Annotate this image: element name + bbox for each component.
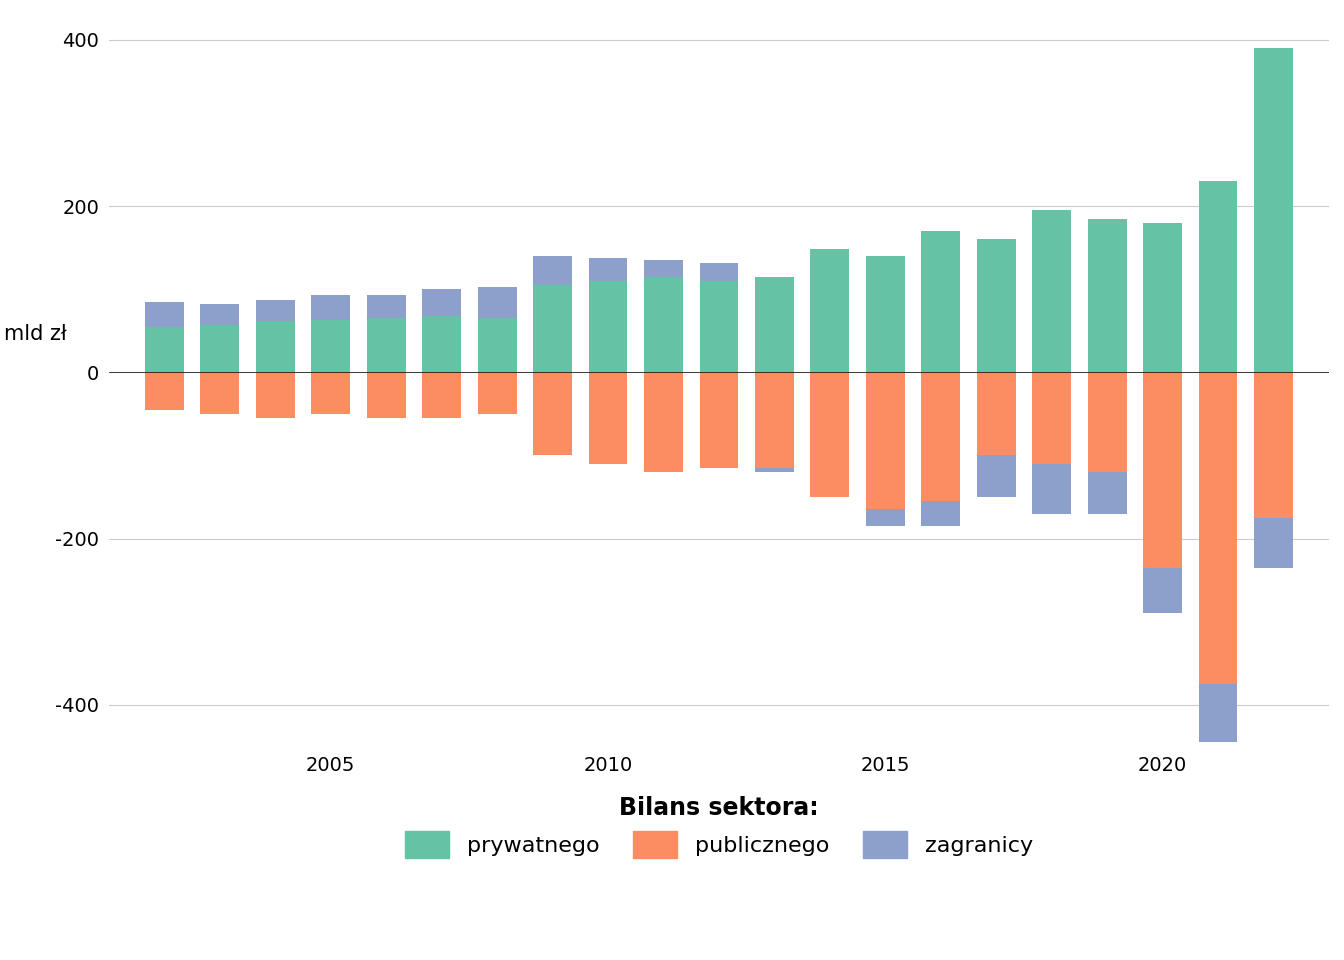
Bar	[367, 372, 406, 418]
Y-axis label: mld zł: mld zł	[4, 324, 67, 344]
Bar	[477, 287, 516, 319]
Bar	[644, 260, 683, 276]
Bar	[644, 372, 683, 472]
Bar	[1144, 372, 1181, 567]
Bar	[422, 289, 461, 316]
Bar	[1087, 219, 1126, 372]
Bar	[755, 468, 794, 472]
Bar	[1144, 567, 1181, 613]
Bar	[977, 239, 1016, 372]
Bar	[534, 372, 573, 455]
Bar	[1144, 223, 1181, 372]
Bar	[755, 276, 794, 372]
Bar	[810, 372, 849, 497]
Bar	[477, 372, 516, 414]
Bar	[312, 295, 351, 320]
Bar	[977, 455, 1016, 497]
Bar	[422, 316, 461, 372]
Bar	[699, 372, 738, 468]
Bar	[1032, 210, 1071, 372]
Bar	[755, 372, 794, 468]
Bar	[200, 324, 239, 372]
Bar	[866, 256, 905, 372]
Bar	[644, 276, 683, 372]
Bar	[1199, 684, 1238, 742]
Bar	[145, 326, 184, 372]
Bar	[866, 510, 905, 526]
Bar	[1032, 464, 1071, 514]
Bar	[255, 372, 294, 418]
Legend: prywatnego, publicznego, zagranicy: prywatnego, publicznego, zagranicy	[396, 787, 1042, 867]
Bar	[534, 256, 573, 285]
Bar	[1199, 372, 1238, 684]
Bar	[534, 285, 573, 372]
Bar	[1254, 517, 1293, 567]
Bar	[145, 372, 184, 410]
Bar	[1087, 472, 1126, 514]
Bar	[589, 281, 628, 372]
Bar	[367, 319, 406, 372]
Bar	[312, 320, 351, 372]
Bar	[810, 250, 849, 372]
Bar	[367, 295, 406, 319]
Bar	[200, 372, 239, 414]
Bar	[922, 231, 960, 372]
Bar	[255, 321, 294, 372]
Bar	[1087, 372, 1126, 472]
Bar	[145, 301, 184, 326]
Bar	[699, 281, 738, 372]
Bar	[1254, 48, 1293, 372]
Bar	[477, 319, 516, 372]
Bar	[866, 372, 905, 510]
Bar	[977, 372, 1016, 455]
Bar	[255, 300, 294, 321]
Bar	[699, 263, 738, 281]
Bar	[589, 372, 628, 464]
Bar	[922, 372, 960, 501]
Bar	[1199, 181, 1238, 372]
Bar	[200, 304, 239, 324]
Bar	[1032, 372, 1071, 464]
Bar	[1254, 372, 1293, 517]
Bar	[589, 257, 628, 281]
Bar	[422, 372, 461, 418]
Bar	[922, 501, 960, 526]
Bar	[312, 372, 351, 414]
